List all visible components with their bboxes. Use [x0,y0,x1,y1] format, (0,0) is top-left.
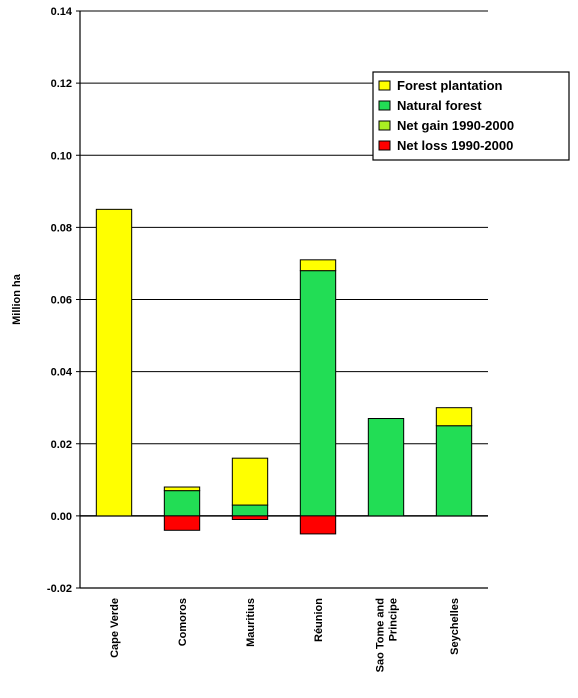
bar-forest-plantation-2 [231,457,269,506]
x-category-text: Seychelles [449,598,461,655]
bar-net-loss-1990-2000-3 [299,515,337,535]
bar-net-loss-1990-2000-2 [231,515,269,520]
x-category-label: Réunion [313,598,325,642]
y-tick-label: 0.10 [51,150,72,162]
y-tick-label: 0.04 [51,367,73,379]
x-category-label: Mauritius [245,598,257,647]
bar-natural-forest-4 [367,418,405,517]
x-category-label: Sao Tome and Principe [375,598,400,672]
bars [95,208,473,535]
y-tick-label: 0.12 [51,78,72,90]
gridlines [80,10,488,589]
legend-swatch [378,120,391,131]
x-category-text: Sao Tome and [375,598,387,672]
legend: Forest plantation Natural forest Net gain … [372,71,570,161]
y-tick-label: 0.08 [51,222,72,234]
x-category-label: Comoros [177,598,189,646]
bar-net-loss-1990-2000-1 [163,515,201,531]
x-category-label: Cape Verde [109,598,121,658]
y-axis-label: Million ha [11,273,23,325]
legend-swatch [378,100,391,111]
y-tick-label: 0.00 [51,511,72,523]
y-tick-label: -0.02 [47,583,72,595]
bar-forest-plantation-0 [95,208,133,517]
x-category-label: Seychelles [449,598,461,655]
y-tick-label: 0.02 [51,439,72,451]
x-category-text: Cape Verde [109,598,121,658]
bar-natural-forest-2 [231,504,269,517]
bar-forest-plantation-1 [163,486,201,492]
x-category-text: Réunion [313,598,325,642]
legend-swatch [378,140,391,151]
axes [79,11,488,589]
x-category-text: Mauritius [245,598,257,647]
legend-label: Net gain 1990-2000 [397,118,514,133]
bar-forest-plantation-5 [435,407,473,427]
legend-label: Net loss 1990-2000 [397,138,513,153]
x-category-text: Principe [388,598,400,641]
x-axis-categories: Cape Verde Comoros Mauritius Réunion Sao Tom… [109,598,461,673]
y-axis-ticks: -0.02 0.00 0.02 0.04 0.06 0.08 0.10 0.12 0.14 [47,6,80,595]
legend-label: Forest plantation [397,78,503,93]
legend-swatch [378,80,391,91]
y-tick-label: 0.06 [51,295,72,307]
bar-natural-forest-1 [163,490,201,517]
bar-natural-forest-5 [435,425,473,517]
legend-box [372,71,570,161]
x-category-text: Comoros [177,598,189,646]
bar-natural-forest-3 [299,270,337,517]
bar-forest-plantation-3 [299,259,337,272]
legend-label: Natural forest [397,98,482,113]
y-tick-label: 0.14 [51,6,73,18]
